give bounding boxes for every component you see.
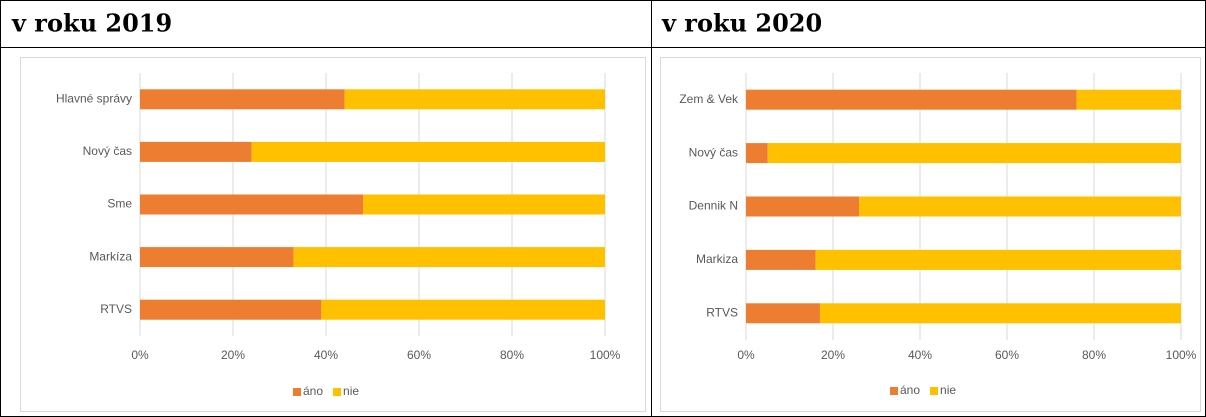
legend-swatch bbox=[890, 387, 898, 395]
bar-segment bbox=[815, 249, 1181, 270]
x-tick-label: 40% bbox=[314, 348, 338, 362]
bar-segment bbox=[746, 89, 1077, 110]
y-tick-label: Markíza bbox=[89, 249, 132, 263]
y-tick-label: Zem & Vek bbox=[679, 92, 739, 106]
x-tick-label: 80% bbox=[1082, 348, 1106, 362]
chart-frame bbox=[20, 57, 646, 412]
x-tick-label: 20% bbox=[221, 348, 245, 362]
y-tick-label: Nový čas bbox=[689, 145, 738, 159]
bar-segment bbox=[251, 141, 605, 162]
y-tick-label: RTVS bbox=[100, 302, 132, 316]
x-tick-label: 100% bbox=[1166, 348, 1197, 362]
panel-title: v roku 2020 bbox=[661, 9, 822, 38]
x-tick-label: 0% bbox=[131, 348, 149, 362]
legend-swatch bbox=[333, 388, 342, 396]
x-tick-label: 40% bbox=[908, 348, 932, 362]
chart-frame bbox=[660, 57, 1201, 412]
x-tick-label: 60% bbox=[995, 348, 1019, 362]
bar-segment bbox=[819, 303, 1181, 324]
legend-label: nie bbox=[343, 384, 359, 398]
bar-segment bbox=[746, 196, 860, 217]
x-tick-label: 80% bbox=[500, 348, 524, 362]
x-tick-label: 60% bbox=[407, 348, 431, 362]
legend-swatch bbox=[930, 387, 939, 395]
y-tick-label: Markiza bbox=[696, 252, 738, 266]
bar-segment bbox=[140, 141, 252, 162]
y-tick-label: Nový čas bbox=[83, 144, 132, 158]
bar-segment bbox=[140, 247, 294, 268]
bar-segment bbox=[140, 299, 322, 320]
y-tick-label: Hlavné správy bbox=[56, 91, 132, 105]
x-tick-label: 0% bbox=[737, 348, 755, 362]
bar-segment bbox=[746, 249, 816, 270]
bar-segment bbox=[140, 194, 364, 215]
x-tick-label: 100% bbox=[590, 348, 621, 362]
legend-label: áno bbox=[900, 383, 920, 397]
bar-segment bbox=[293, 247, 605, 268]
bar-segment bbox=[746, 303, 820, 324]
y-tick-label: RTVS bbox=[706, 305, 738, 319]
bar-segment bbox=[767, 143, 1181, 164]
bar-segment bbox=[321, 299, 605, 320]
bar-segment bbox=[344, 89, 605, 110]
bar-segment bbox=[1076, 89, 1181, 110]
bar-segment bbox=[363, 194, 605, 215]
bar-segment bbox=[746, 143, 768, 164]
bar-segment bbox=[859, 196, 1181, 217]
legend-label: áno bbox=[303, 384, 323, 398]
bar-segment bbox=[140, 89, 345, 110]
legend-swatch bbox=[293, 388, 301, 396]
legend-label: nie bbox=[940, 383, 956, 397]
panel-title: v roku 2019 bbox=[11, 9, 172, 38]
y-tick-label: Sme bbox=[107, 197, 132, 211]
x-tick-label: 20% bbox=[821, 348, 845, 362]
y-tick-label: Dennik N bbox=[689, 199, 738, 213]
